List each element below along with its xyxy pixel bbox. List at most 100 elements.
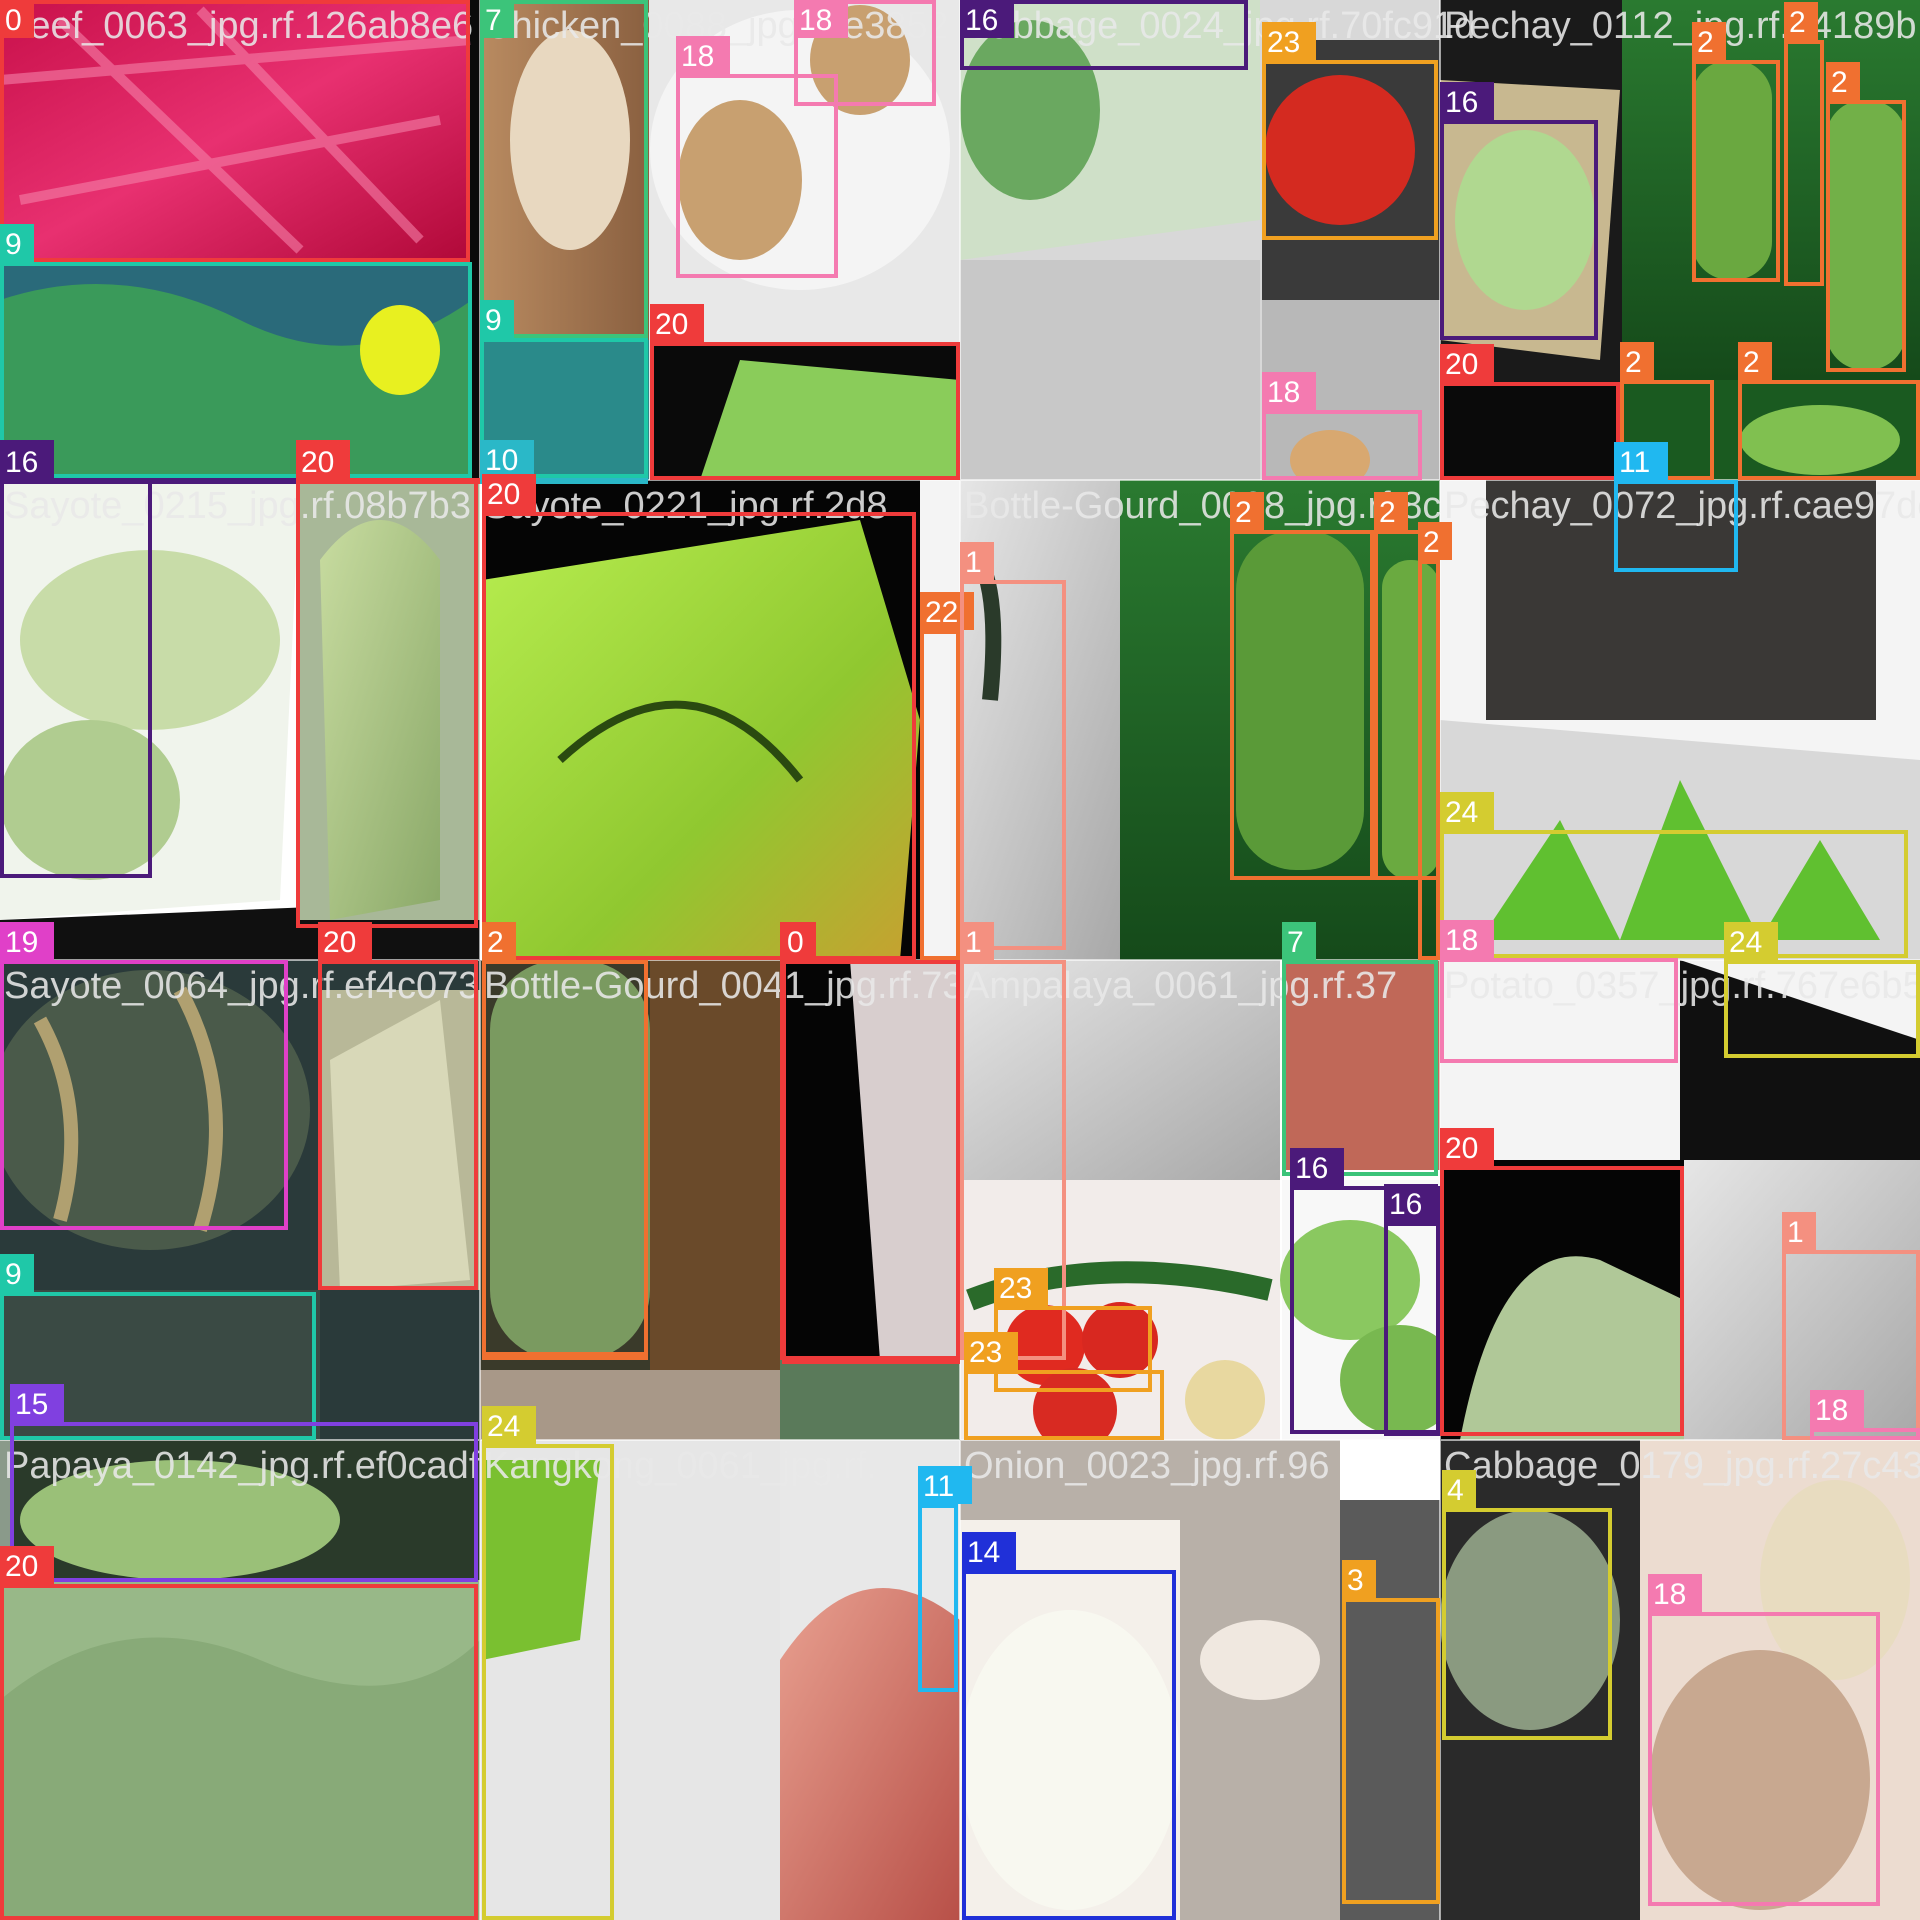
detection-box-outline [1648, 1612, 1880, 1906]
detection-box: 3 [1342, 1560, 1440, 1904]
detection-box-tag [1342, 1560, 1376, 1598]
detection-box-tag [1262, 372, 1316, 410]
detection-box: 14 [962, 1532, 1176, 1920]
detection-box-tag [1442, 1470, 1476, 1508]
detection-box-label: 7 [1287, 926, 1304, 959]
detection-box: 9 [0, 1254, 316, 1440]
detection-box-tag [1440, 920, 1494, 958]
detection-box: 23 [994, 1268, 1152, 1392]
detection-box-label: 16 [1295, 1152, 1328, 1185]
detection-box-label: 20 [655, 308, 688, 341]
detection-box-tag [782, 922, 816, 960]
detection-box-outline [480, 0, 648, 338]
detection-box-label: 2 [1789, 6, 1806, 39]
detection-box: 16 [1384, 1184, 1440, 1436]
detection-box-tag [794, 0, 848, 38]
detection-box: 18 [1648, 1574, 1880, 1906]
tile-title: Sayote_0064_jpg.rf.ef4c073 [4, 965, 479, 1007]
detection-box-outline [0, 0, 470, 262]
detection-box: 2 [1738, 342, 1920, 480]
detection-box-tag [1620, 342, 1654, 380]
tile-title: Ampalaya_0061_jpg.rf.37 [964, 965, 1397, 1007]
detection-box-label: 0 [787, 926, 804, 959]
detection-box-tag [960, 542, 994, 580]
detection-box-tag [480, 300, 514, 338]
detection-box: 2 [482, 922, 648, 1356]
detection-box-outline [782, 960, 960, 1364]
detection-box-label: 2 [1743, 346, 1760, 379]
detection-box-label: 24 [1729, 926, 1762, 959]
detection-box-tag [1692, 22, 1726, 60]
detection-box-tag [964, 1332, 1018, 1370]
detection-box-outline [1784, 40, 1824, 286]
detection-box-label: 18 [1267, 376, 1300, 409]
detection-box: 15 [10, 1384, 478, 1582]
detection-box-tag [1440, 344, 1494, 382]
detection-box-label: 14 [967, 1536, 1000, 1569]
detection-box-outline [962, 1570, 1176, 1920]
detection-box-tag [482, 1406, 536, 1444]
detection-box-tag [1738, 342, 1772, 380]
detection-box-label: 1 [1787, 1216, 1804, 1249]
detection-box: 7 [1282, 922, 1438, 1176]
detection-box: 22 [920, 592, 974, 960]
detection-box: 20 [650, 304, 960, 480]
detection-box: 18 [794, 0, 936, 106]
detection-box: 11 [918, 1466, 972, 1692]
detection-box-outline [918, 1504, 958, 1692]
tile-title: Sayote_0215_jpg.rf.08b7b3 [4, 485, 471, 527]
detection-box-tag [960, 0, 1014, 38]
detection-box: 23 [1262, 22, 1438, 240]
detection-box: 2 [1692, 22, 1780, 282]
detection-box-outline [0, 480, 152, 878]
detection-box-outline [1614, 480, 1738, 572]
detection-box: 20 [0, 1546, 478, 1920]
detection-box-tag [0, 442, 54, 480]
detection-box-outline [1440, 830, 1908, 958]
detection-box-outline [1440, 120, 1598, 340]
detection-box-tag [1440, 792, 1494, 830]
detection-box-label: 2 [1697, 26, 1714, 59]
detection-box-outline [964, 1370, 1164, 1440]
detection-box-label: 18 [1445, 924, 1478, 957]
detection-box-tag [1374, 492, 1408, 530]
detection-box-outline [296, 480, 478, 928]
detection-box-tag [0, 1254, 34, 1292]
detection-box-tag [482, 922, 516, 960]
detection-box-tag [1290, 1148, 1344, 1186]
detection-box-tag [1262, 22, 1316, 60]
tile-title: Bottle-Gourd_0098_jpg.rf.8c [964, 485, 1441, 527]
detection-box-label: 18 [1815, 1394, 1848, 1427]
detection-box-tag [480, 0, 514, 38]
detection-box-outline [1262, 410, 1422, 480]
detection-box: 9 [480, 300, 648, 478]
detection-box: 20 [482, 474, 916, 960]
detection-box: 0 [782, 922, 960, 1364]
detection-box-label: 2 [1235, 496, 1252, 529]
detection-box-label: 20 [487, 478, 520, 511]
detection-box: 11 [1614, 442, 1738, 572]
tile-title: Pechay_0112_jpg.rf.34189b [1444, 5, 1917, 47]
detection-box: 18 [1440, 920, 1678, 1063]
detection-box-label: 20 [5, 1550, 38, 1583]
detection-box-tag [10, 1384, 64, 1422]
detection-box-label: 19 [5, 926, 38, 959]
detection-box-tag [1282, 922, 1316, 960]
detection-box-outline [1384, 1222, 1440, 1436]
detection-box-label: 18 [681, 40, 714, 73]
detection-box-tag [1230, 492, 1264, 530]
tile-title: Potato_0357_jpg.rf.767e6b5 [1444, 965, 1920, 1007]
detection-box-outline [650, 342, 960, 480]
detection-box-tag [1724, 922, 1778, 960]
detection-box-outline [480, 338, 648, 478]
detection-box-tag [482, 474, 536, 512]
detection-box-label: 10 [485, 444, 518, 477]
detection-box: 18 [1810, 1390, 1920, 1440]
tile-title: Cabbage_0179_jpg.rf.27c43 [1444, 1445, 1920, 1487]
detection-box-label: 22 [925, 596, 958, 629]
detection-box-tag [1418, 522, 1452, 560]
detection-box-tag [1826, 62, 1860, 100]
detection-box-outline [482, 512, 916, 960]
detection-box-label: 24 [1445, 796, 1478, 829]
